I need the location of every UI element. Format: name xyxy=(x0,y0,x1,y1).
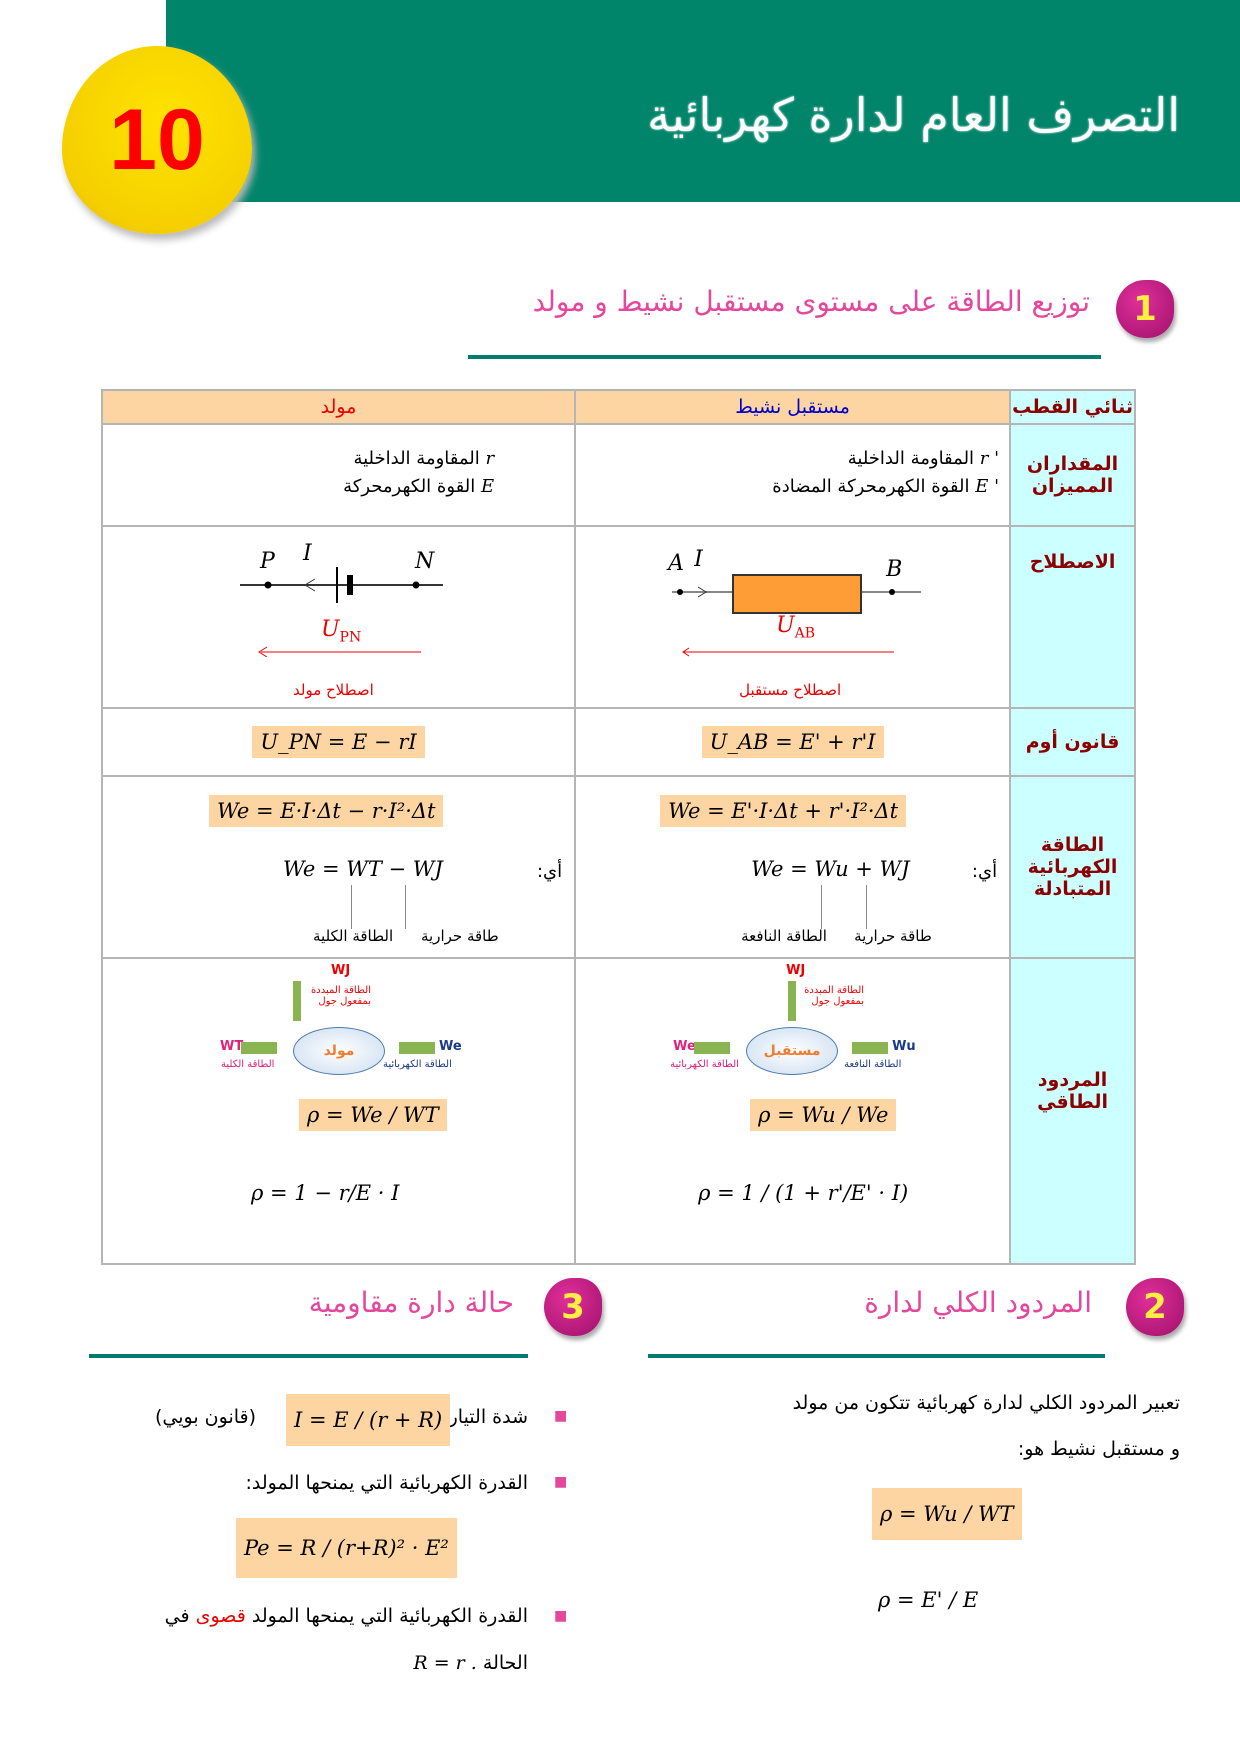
label-quantities: المقداران المميزان xyxy=(1009,423,1136,527)
divider xyxy=(648,1354,1105,1358)
receiver-energy: We = E'·I·Δt + r'·I²·Δt أي: We = Wu + WJ… xyxy=(574,775,1012,959)
list-item: الحالة R = r . xyxy=(413,1652,528,1674)
list-item: شدة التيار: xyxy=(442,1406,528,1428)
generator-convention: P I N UPN اصطلاح مولد xyxy=(100,525,577,709)
formula: U_PN = E − rI xyxy=(252,726,425,758)
generator-efficiency: WJ الطاقة المبددة بمفعول جول WT مولد We … xyxy=(100,957,577,1265)
section-number: 2 xyxy=(1126,1278,1184,1336)
chapter-badge: 10 xyxy=(62,46,252,234)
receiver-convention: A I B UAB اصطلاح مستقبل xyxy=(574,525,1012,709)
formula: ρ = We / WT xyxy=(299,1099,447,1131)
arrow-up-icon xyxy=(788,981,797,1021)
list-item: القدرة الكهربائية التي يمنحها المولد: xyxy=(245,1472,528,1494)
formula: I = E / (r + R) xyxy=(286,1394,451,1446)
formula: ρ = E' / E xyxy=(878,1588,979,1612)
generator-quantities: r المقاومة الداخلية E القوة الكهرمحركة xyxy=(100,423,577,527)
formula: We = E·I·Δt − r·I²·Δt xyxy=(209,795,444,827)
formula: ρ = Wu / WT xyxy=(872,1488,1022,1540)
section-number: 3 xyxy=(544,1278,602,1336)
arrow-right-icon xyxy=(694,1042,731,1054)
formula: We = WT − WJ xyxy=(283,857,443,881)
header-receiver: مستقبل نشيط xyxy=(574,389,1012,425)
paragraph: و مستقبل نشيط هو: xyxy=(1017,1438,1180,1460)
bullet-icon: ■ xyxy=(554,1608,568,1624)
header-generator: مولد xyxy=(100,389,577,425)
divider xyxy=(89,1354,528,1358)
caption: اصطلاح مستقبل xyxy=(739,681,842,699)
paragraph: تعبير المردود الكلي لدارة كهربائية تتكون… xyxy=(792,1392,1180,1414)
section-title: المردود الكلي لدارة xyxy=(864,1286,1092,1319)
label-efficiency: المردود الطاقي xyxy=(1009,957,1136,1265)
page-title: التصرف العام لدارة كهربائية xyxy=(647,88,1180,142)
generator-symbol-diagram xyxy=(240,567,443,657)
header-banner xyxy=(166,0,1240,202)
label-ohm: قانون أوم xyxy=(1009,707,1136,777)
formula: Pe = R / (r+R)² · E² xyxy=(236,1518,457,1578)
bullet-icon: ■ xyxy=(554,1408,568,1424)
receiver-efficiency: WJ الطاقة المبددة بمفعول جول We مستقبل W… xyxy=(574,957,1012,1265)
generator-ohm: U_PN = E − rI xyxy=(100,707,577,777)
comparison-table: مولد مستقبل نشيط ثنائي القطب r المقاومة … xyxy=(100,389,1136,1265)
header-dipole: ثنائي القطب xyxy=(1009,389,1136,425)
section-title: توزيع الطاقة على مستوى مستقبل نشيط و مول… xyxy=(532,285,1090,318)
bullet-icon: ■ xyxy=(554,1474,568,1490)
divider xyxy=(468,355,1101,359)
list-item: القدرة الكهربائية التي يمنحها المولد قصو… xyxy=(164,1605,528,1627)
formula: U_AB = E' + r'I xyxy=(701,726,884,758)
formula: ρ = 1 − r/E · I xyxy=(251,1181,400,1205)
arrow-right-icon xyxy=(241,1042,277,1054)
arrow-right-icon xyxy=(852,1042,889,1054)
arrow-right-icon xyxy=(399,1042,435,1054)
receiver-symbol-diagram xyxy=(672,574,922,657)
formula: We = E'·I·Δt + r'·I²·Δt xyxy=(660,795,907,827)
label-convention: الاصطلاح xyxy=(1009,525,1136,709)
generator-energy: We = E·I·Δt − r·I²·Δt أي: We = WT − WJ ا… xyxy=(100,775,577,959)
caption: اصطلاح مولد xyxy=(293,681,374,699)
receiver-quantities: r ' المقاومة الداخلية E ' القوة الكهرمحر… xyxy=(574,423,1012,527)
formula: ρ = Wu / We xyxy=(750,1099,897,1131)
receiver-ohm: U_AB = E' + r'I xyxy=(574,707,1012,777)
arrow-up-icon xyxy=(293,981,301,1021)
formula: ρ = 1 / (1 + r'/E' · I) xyxy=(698,1181,909,1205)
label-energy: الطاقة الكهربائية المتبادلة xyxy=(1009,775,1136,959)
note: (قانون بويي) xyxy=(155,1406,257,1428)
section-number: 1 xyxy=(1116,280,1174,338)
section-title: حالة دارة مقاومية xyxy=(308,1286,514,1319)
formula: We = Wu + WJ xyxy=(751,857,910,881)
